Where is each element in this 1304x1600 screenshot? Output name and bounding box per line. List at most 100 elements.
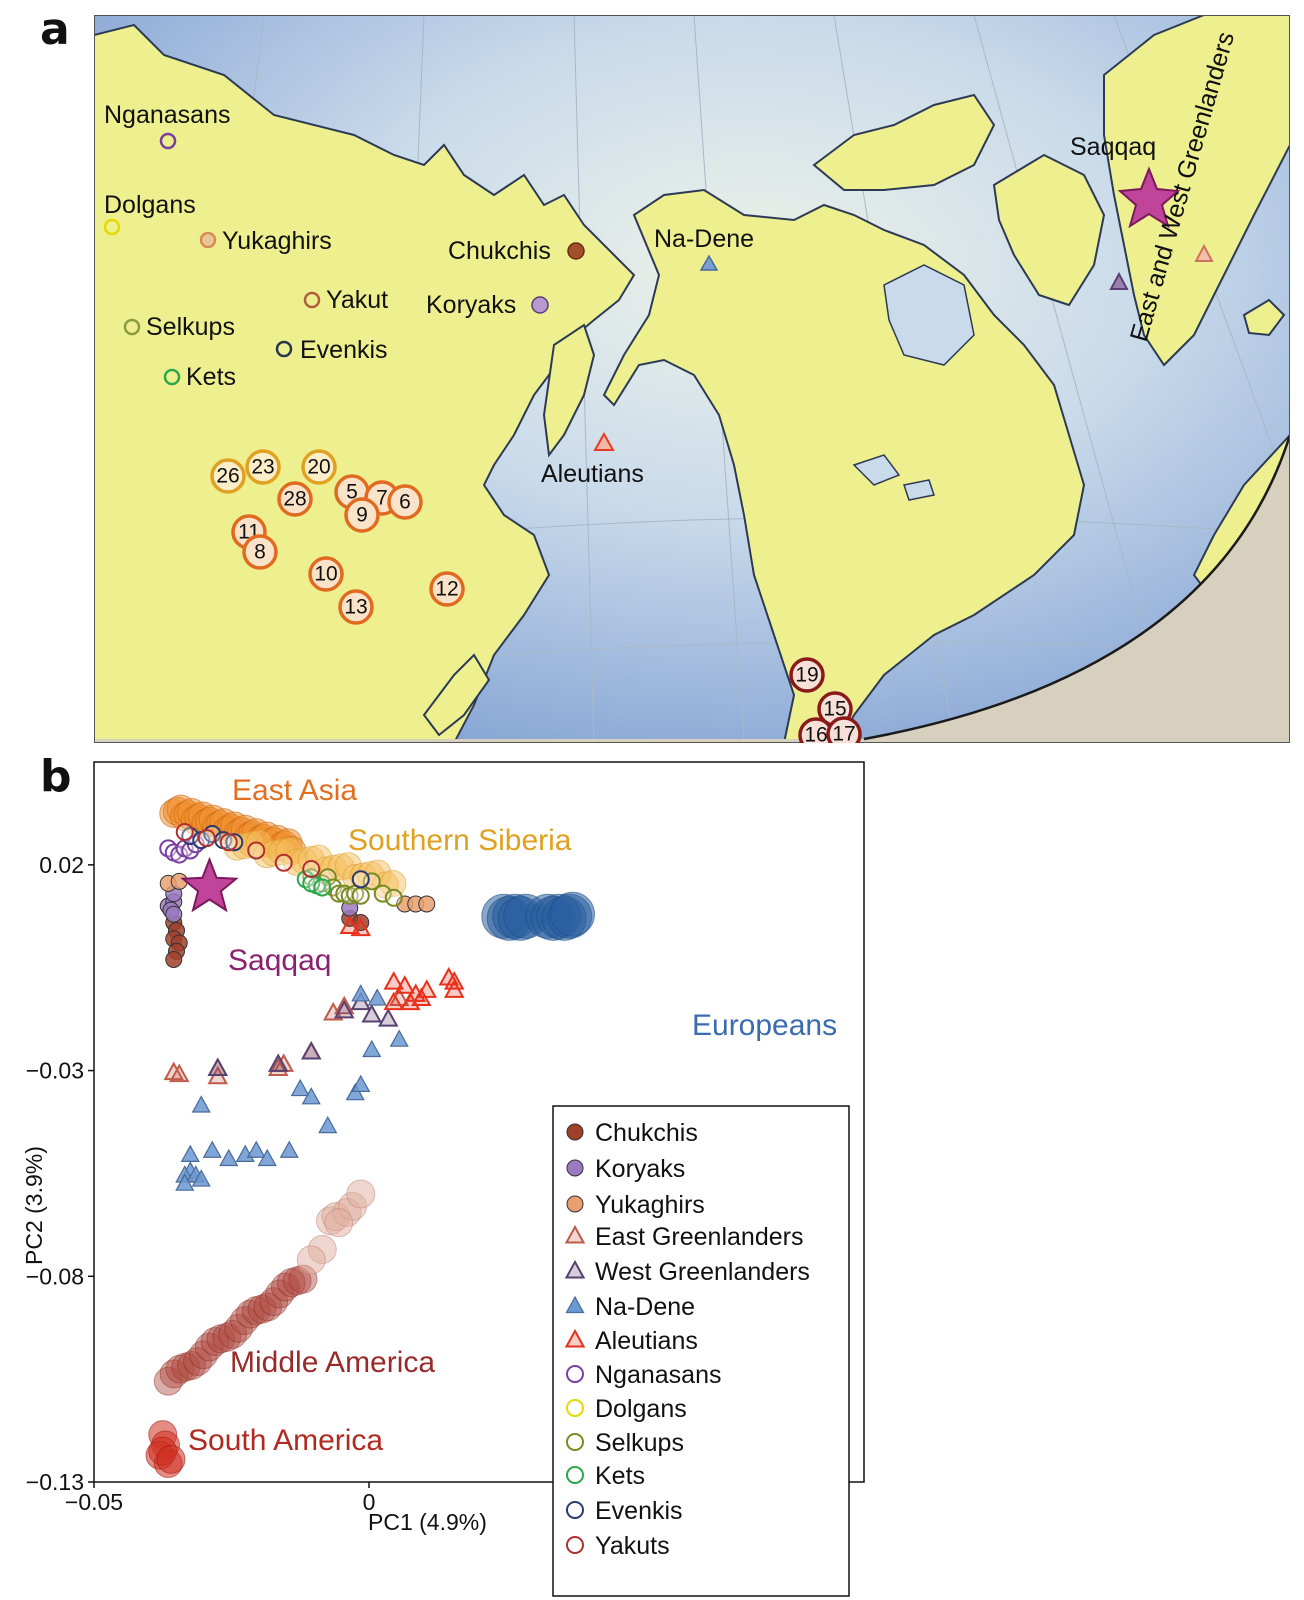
point <box>416 979 437 998</box>
site-number: 20 <box>307 456 330 479</box>
point <box>301 1087 321 1105</box>
legend-marker-icon <box>566 1365 584 1383</box>
marker-east-greenlanders-icon <box>1194 243 1214 262</box>
point <box>339 915 360 935</box>
point <box>389 1029 409 1047</box>
region-label-southern-siberia: Southern Siberia <box>348 824 572 857</box>
legend-label: Yukaghirs <box>595 1191 705 1219</box>
site-number: 7 <box>376 487 388 510</box>
point <box>378 1008 399 1027</box>
middle-america-point <box>159 1359 189 1389</box>
middle-america-point <box>183 1347 213 1377</box>
region-label-saqqaq: Saqqaq <box>228 944 331 977</box>
legend-marker-icon <box>565 1295 585 1314</box>
site-marker-19: 19 <box>789 657 825 693</box>
point <box>268 1053 289 1072</box>
kamchatka <box>542 323 596 458</box>
series-yukaghirs <box>159 872 436 913</box>
japan <box>422 653 491 737</box>
legend-label: West Greenlanders <box>595 1258 810 1286</box>
legend-marker-icon <box>566 1536 584 1554</box>
marker-koryaks-icon <box>531 296 549 314</box>
series-kets <box>296 870 332 897</box>
label-yukaghirs: Yukaghirs <box>222 227 332 255</box>
legend-item-yukaghirs: Yukaghirs <box>566 1191 705 1219</box>
x-tick-label: −0.05 <box>65 1489 123 1515</box>
map-marker-na-dene: Na-Dene <box>654 225 754 271</box>
point <box>418 895 436 913</box>
label-kets: Kets <box>186 363 236 391</box>
marker-chukchis-icon <box>567 242 585 260</box>
site-circle-icon <box>344 497 380 533</box>
middle-america-point <box>265 1279 295 1309</box>
legend-label: Dolgans <box>595 1395 687 1423</box>
legend-item-na-dene: Na-Dene <box>565 1293 695 1321</box>
population-clouds <box>145 794 595 1478</box>
point <box>334 999 355 1019</box>
site-circle-icon <box>242 534 278 570</box>
point <box>163 1061 184 1081</box>
site-marker-20: 20 <box>301 449 337 485</box>
point <box>169 1063 190 1083</box>
site-number: 12 <box>435 578 458 601</box>
series-yakuts <box>175 822 321 878</box>
point <box>165 905 183 923</box>
legend-label: Chukchis <box>595 1119 698 1147</box>
series-west-greenlanders <box>207 991 399 1076</box>
marker-yukaghirs-icon <box>199 231 217 249</box>
axis-ticks: −0.05 0 0.02 −0.03 −0.08 −0.13 <box>26 852 376 1515</box>
marker-kets-icon <box>163 368 181 386</box>
point <box>384 888 403 907</box>
middle-america-point <box>241 1296 271 1326</box>
legend-marker-icon <box>566 1466 584 1484</box>
legend-marker-icon <box>566 1195 584 1213</box>
point <box>313 878 332 897</box>
panel-a-letter: a <box>40 4 70 55</box>
site-circle-icon <box>429 571 465 607</box>
legend-item-aleutians: Aleutians <box>564 1327 698 1355</box>
site-number: 15 <box>823 698 846 721</box>
legend-marker-icon <box>566 1159 584 1177</box>
middle-america-point <box>276 1268 306 1298</box>
legend-marker-icon <box>564 1224 586 1244</box>
site-marker-12: 12 <box>429 571 465 607</box>
middle-america-point <box>212 1322 242 1352</box>
map-marker-saqqaq: Saqqaq <box>1070 133 1181 229</box>
legend-label: Aleutians <box>595 1327 698 1355</box>
point <box>383 991 404 1011</box>
y-tick-label: −0.13 <box>26 1469 84 1495</box>
x-tick-label: 0 <box>363 1489 376 1515</box>
site-circle-icon <box>826 716 862 743</box>
y-tick-label: −0.08 <box>26 1263 84 1289</box>
marker-nganasans-icon <box>159 132 177 150</box>
middle-america-point <box>165 1354 195 1384</box>
site-circle-icon <box>387 484 423 520</box>
point <box>351 984 371 1002</box>
site-marker-10: 10 <box>308 556 344 592</box>
site-marker-17: 17 <box>826 716 862 743</box>
y-tick-label: −0.03 <box>26 1058 84 1084</box>
site-number: 28 <box>283 488 306 511</box>
greenland <box>1103 15 1290 367</box>
marker-selkups-icon <box>123 318 141 336</box>
middle-america-point <box>171 1352 201 1382</box>
legend-label: Selkups <box>595 1429 684 1457</box>
legend-item-yakuts: Yakuts <box>566 1532 670 1560</box>
point <box>350 917 371 937</box>
point <box>301 1040 322 1060</box>
site-number: 16 <box>804 724 827 744</box>
label-nganasans: Nganasans <box>104 101 230 129</box>
site-number: 9 <box>356 504 368 527</box>
iceland <box>1242 298 1286 337</box>
point <box>302 859 321 878</box>
label-selkups: Selkups <box>146 313 235 341</box>
point <box>367 988 387 1006</box>
site-number: 6 <box>399 491 411 514</box>
baffin-island <box>992 153 1106 307</box>
admixed-america-point <box>296 1245 326 1275</box>
legend-item-chukchis: Chukchis <box>566 1119 698 1147</box>
map-marker-selkups: Selkups <box>123 313 235 341</box>
legend-item-kets: Kets <box>566 1462 645 1490</box>
point <box>197 829 216 848</box>
